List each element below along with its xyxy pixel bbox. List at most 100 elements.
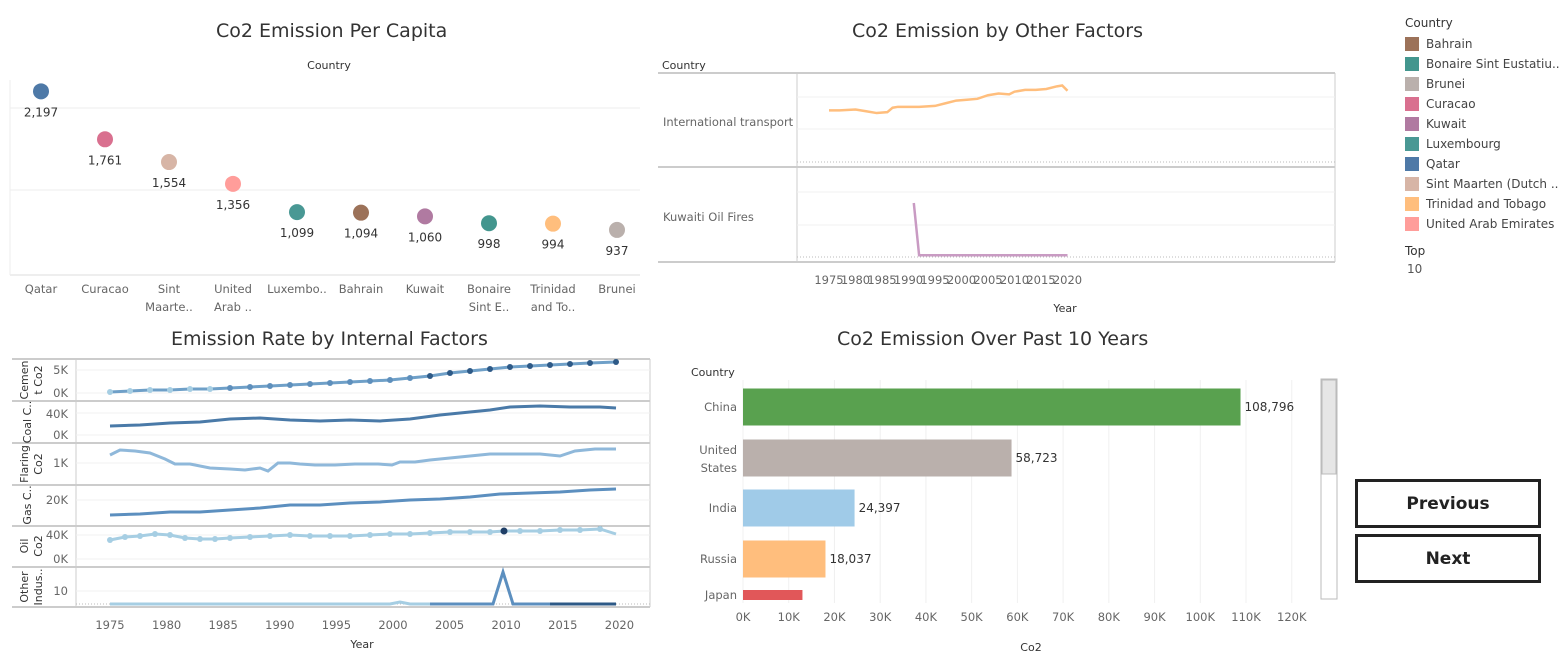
per-capita-category-label: Luxembo.. (267, 282, 327, 296)
legend-item[interactable]: Kuwait (1405, 114, 1565, 134)
past10-header: Country (691, 366, 735, 379)
past10-xtick: 80K (1098, 610, 1121, 624)
row-label-international-transport: International transport (663, 115, 794, 129)
row-label-other-a: Other (18, 571, 31, 603)
past10-xtick: 110K (1231, 610, 1261, 624)
other-factors-xtick: 1995 (920, 273, 949, 287)
other-factors-series-line[interactable] (912, 202, 1068, 257)
per-capita-value-label: 1,554 (152, 176, 186, 190)
other-factors-chart: Country International transport Kuwaiti … (658, 59, 1336, 315)
ytick-oil-40k: 40K (46, 528, 69, 542)
row-label-other-b: Indus.. (32, 569, 45, 606)
per-capita-point[interactable] (609, 221, 625, 238)
legend-swatch (1405, 177, 1419, 191)
legend-swatch (1405, 137, 1419, 151)
per-capita-point[interactable] (33, 83, 49, 100)
past10-bar[interactable] (743, 388, 1241, 426)
legend-swatch (1405, 157, 1419, 171)
per-capita-category-label: Qatar (25, 282, 58, 296)
legend-item[interactable]: Luxembourg (1405, 134, 1565, 154)
legend-label: United Arab Emirates (1426, 217, 1555, 231)
past10-bar[interactable] (743, 489, 855, 527)
legend-label: Curacao (1426, 97, 1476, 111)
other-factors-xtick: 1990 (894, 273, 923, 287)
next-button[interactable]: Next (1355, 534, 1541, 583)
legend-swatch (1405, 117, 1419, 131)
per-capita-point[interactable] (289, 204, 305, 221)
ytick-cement-0k: 0K (53, 386, 68, 400)
past10-xtick: 40K (915, 610, 938, 624)
per-capita-point[interactable] (161, 154, 177, 171)
legend-label: Brunei (1426, 77, 1466, 91)
past10-xtick: 90K (1143, 610, 1166, 624)
series-other-industry (110, 566, 616, 606)
internal-factors-chart: Cemen t Co2 Coal C.. Flaring Co2 Gas C..… (12, 358, 651, 651)
legend-label: Kuwait (1426, 117, 1467, 131)
other-factors-xtick: 2010 (1000, 273, 1029, 287)
legend-swatch (1405, 37, 1419, 51)
per-capita-category-label: United Arab .. (214, 282, 252, 314)
per-capita-value-label: 1,099 (280, 226, 314, 240)
past10-xtick: 120K (1277, 610, 1307, 624)
previous-button[interactable]: Previous (1355, 479, 1541, 528)
legend-swatch (1405, 77, 1419, 91)
per-capita-header: Country (307, 59, 351, 72)
per-capita-point[interactable] (225, 175, 241, 192)
scrollbar-thumb[interactable] (1321, 379, 1337, 475)
per-capita-value-label: 937 (606, 244, 629, 258)
legend-label: Bonaire Sint Eustatiu.. (1426, 57, 1560, 71)
per-capita-category-label: Bonaire Sint E.. (467, 282, 511, 314)
per-capita-point[interactable] (481, 215, 497, 232)
series-gas-co2 (109, 487, 617, 517)
internal-xtick: 2020 (605, 618, 634, 632)
per-capita-category-label: Trinidad and To.. (529, 282, 575, 314)
series-cement-co2 (107, 359, 619, 395)
series-flaring-co2 (109, 447, 616, 473)
per-capita-category-label: Brunei (598, 282, 635, 296)
other-factors-xtick: 1980 (841, 273, 870, 287)
legend-item[interactable]: Curacao (1405, 94, 1565, 114)
internal-factors-title: Emission Rate by Internal Factors (171, 328, 488, 350)
per-capita-point[interactable] (545, 215, 561, 232)
row-label-gas: Gas C.. (21, 485, 34, 524)
legend-item[interactable]: Trinidad and Tobago (1405, 194, 1565, 214)
per-capita-point[interactable] (353, 204, 369, 221)
per-capita-title: Co2 Emission Per Capita (216, 20, 448, 42)
past10-bar[interactable] (743, 590, 803, 600)
past10-category-label: United States (699, 443, 737, 475)
per-capita-value-label: 1,060 (408, 230, 442, 244)
past10-xtick: 50K (961, 610, 984, 624)
internal-xtick: 2015 (548, 618, 577, 632)
past10-xtick: 70K (1052, 610, 1075, 624)
series-oil-co2 (107, 526, 617, 543)
legend-item[interactable]: Bahrain (1405, 34, 1565, 54)
top-filter-value[interactable]: 10 (1407, 262, 1423, 276)
past10-xtick: 60K (1006, 610, 1029, 624)
other-factors-xtick: 1985 (867, 273, 896, 287)
past10-xtick: 20K (823, 610, 846, 624)
past10-value-label: 108,796 (1245, 400, 1295, 414)
internal-xtick: 2000 (378, 618, 407, 632)
past10-title: Co2 Emission Over Past 10 Years (837, 328, 1149, 350)
legend-label: Luxembourg (1426, 137, 1501, 151)
other-factors-header: Country (662, 59, 706, 72)
past10-bar[interactable] (743, 439, 1012, 477)
past10-category-label: Russia (700, 552, 737, 566)
per-capita-point[interactable] (97, 131, 113, 148)
past10-category-label: China (704, 400, 737, 414)
series-coal-co2 (109, 404, 617, 428)
legend-swatch (1405, 197, 1419, 211)
legend-item[interactable]: Brunei (1405, 74, 1565, 94)
ytick-flaring-1k: 1K (53, 456, 68, 470)
row-label-coal: Coal C.. (21, 401, 34, 443)
legend-item[interactable]: Qatar (1405, 154, 1565, 174)
other-factors-series-line[interactable] (829, 84, 1069, 115)
legend-item[interactable]: United Arab Emirates (1405, 214, 1565, 234)
row-label-cement-co2-b: t Co2 (32, 365, 45, 394)
legend-item[interactable]: Sint Maarten (Dutch .. (1405, 174, 1565, 194)
past10-bar[interactable] (743, 540, 826, 578)
per-capita-value-label: 1,094 (344, 227, 378, 241)
per-capita-point[interactable] (417, 208, 433, 225)
legend-item[interactable]: Bonaire Sint Eustatiu.. (1405, 54, 1565, 74)
top-filter-label: Top (1405, 244, 1426, 258)
